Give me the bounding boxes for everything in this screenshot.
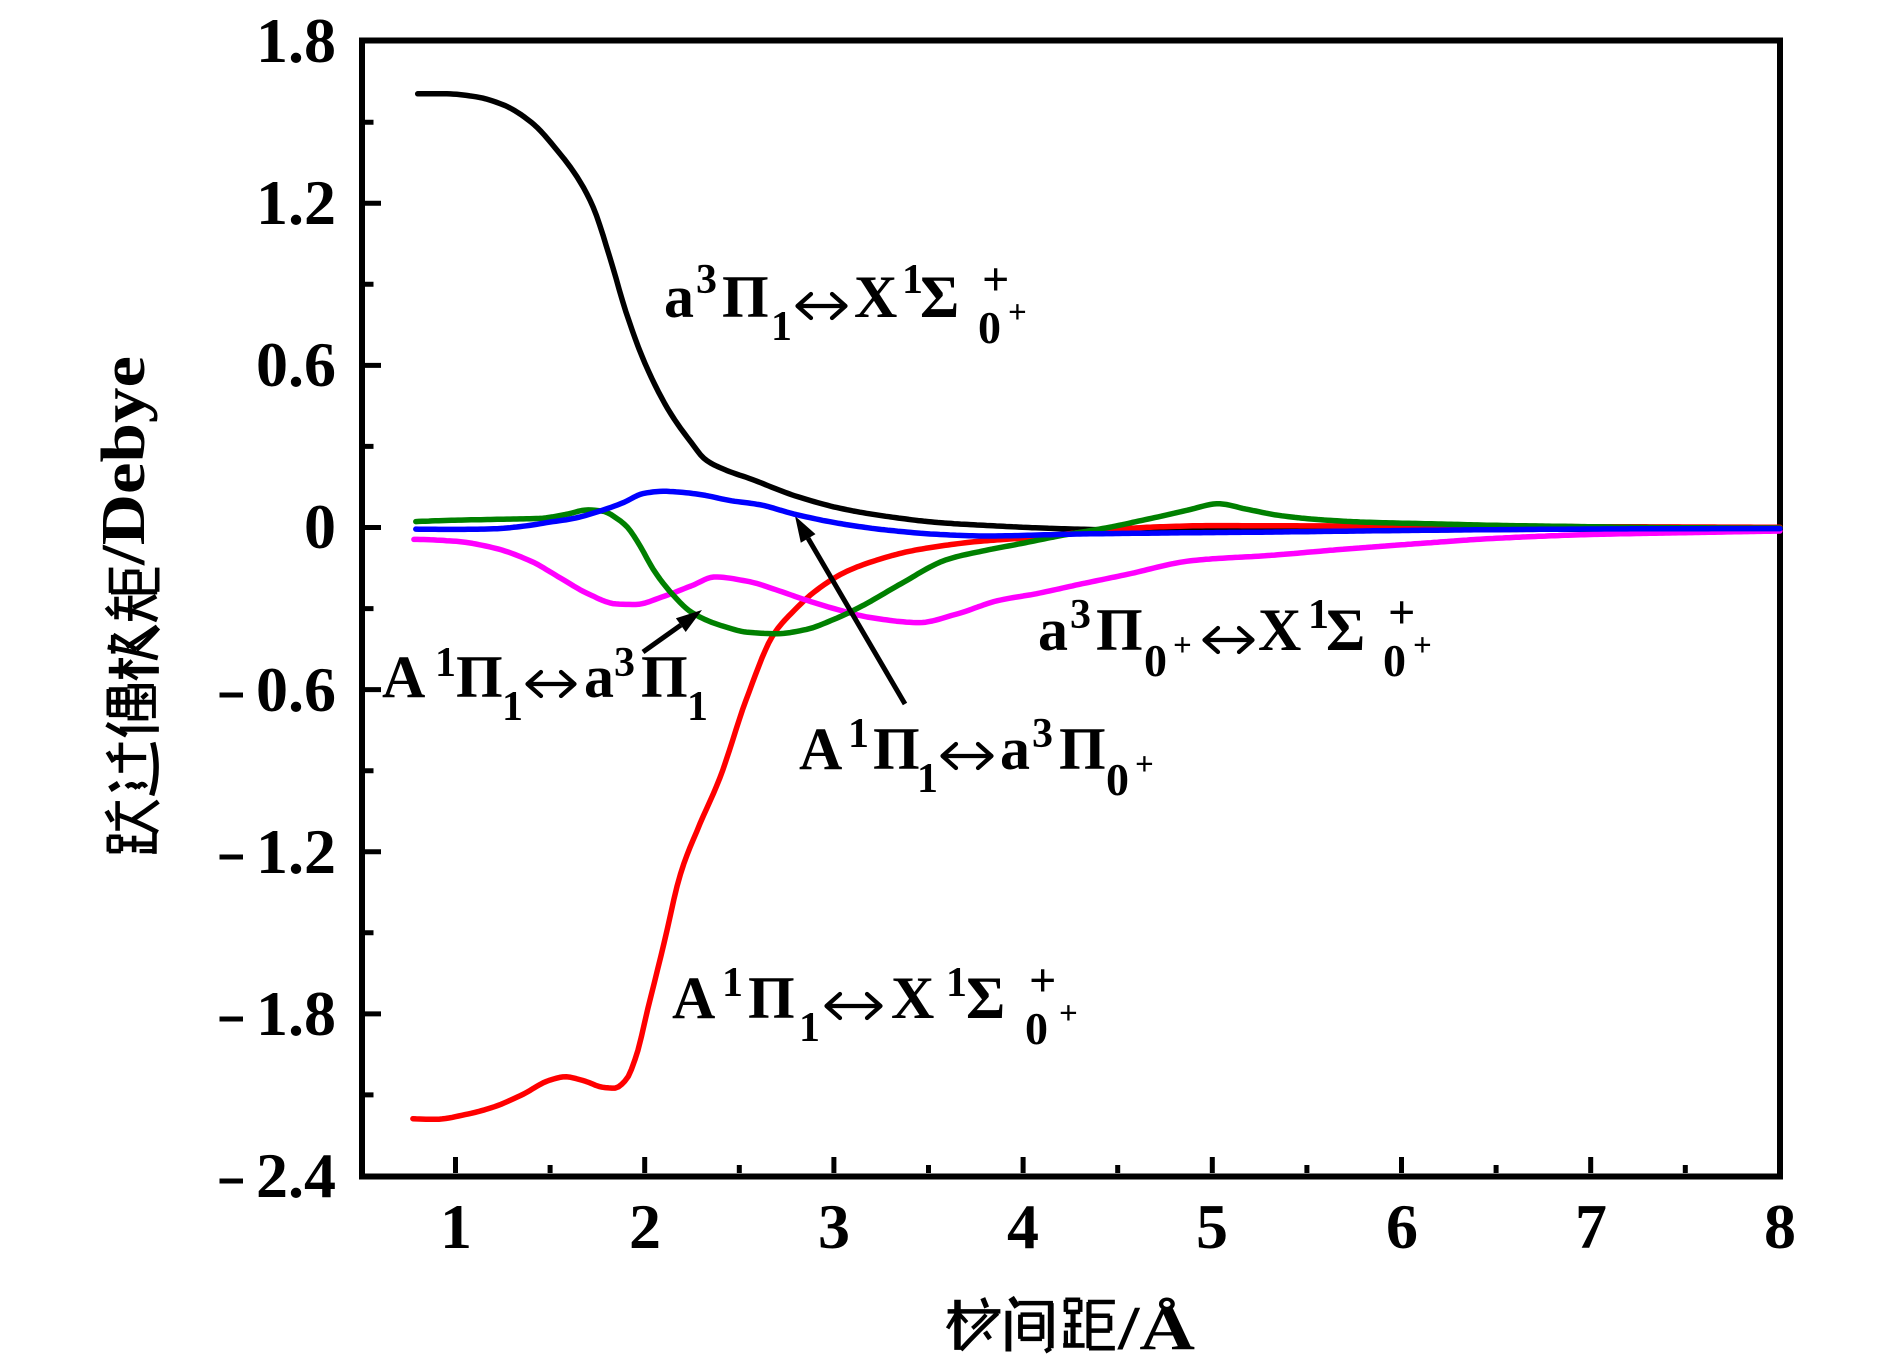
svg-text:0.6: 0.6 bbox=[256, 329, 336, 400]
svg-text:+: + bbox=[1135, 747, 1154, 783]
svg-text:1.2: 1.2 bbox=[256, 816, 336, 887]
svg-text:Σ: Σ bbox=[920, 264, 959, 330]
svg-text:Π: Π bbox=[1059, 716, 1106, 782]
svg-text:0: 0 bbox=[1144, 635, 1167, 686]
svg-text:Π: Π bbox=[456, 644, 503, 710]
svg-text:a: a bbox=[584, 644, 614, 710]
svg-text:Π: Π bbox=[641, 644, 688, 710]
svg-text:0: 0 bbox=[304, 491, 336, 562]
svg-text:0: 0 bbox=[978, 302, 1001, 353]
svg-text:a: a bbox=[1000, 716, 1030, 782]
svg-text:0: 0 bbox=[1383, 635, 1406, 686]
svg-text:+: + bbox=[1413, 628, 1432, 664]
svg-text:0: 0 bbox=[1025, 1003, 1048, 1054]
svg-text:3: 3 bbox=[1070, 592, 1091, 638]
svg-text:X: X bbox=[891, 965, 934, 1031]
svg-text:1: 1 bbox=[917, 756, 938, 802]
svg-text:+: + bbox=[1029, 954, 1056, 1007]
svg-text:0.6: 0.6 bbox=[256, 654, 336, 725]
svg-text:3: 3 bbox=[818, 1191, 850, 1262]
svg-text:1: 1 bbox=[946, 960, 967, 1006]
svg-text:A: A bbox=[672, 965, 715, 1031]
svg-text:3: 3 bbox=[1032, 711, 1053, 757]
svg-text:5: 5 bbox=[1196, 1191, 1228, 1262]
svg-text:1.8: 1.8 bbox=[256, 5, 336, 76]
svg-text:Π: Π bbox=[873, 716, 920, 782]
svg-text:Π: Π bbox=[748, 965, 795, 1031]
svg-text:3: 3 bbox=[614, 640, 635, 686]
svg-text:a: a bbox=[1038, 597, 1068, 663]
svg-text:3: 3 bbox=[696, 257, 717, 303]
svg-text:2: 2 bbox=[629, 1191, 661, 1262]
svg-text:1: 1 bbox=[902, 257, 923, 303]
svg-text:1: 1 bbox=[502, 684, 523, 730]
svg-text:1: 1 bbox=[799, 1005, 820, 1051]
svg-text:1: 1 bbox=[440, 1191, 472, 1262]
svg-text:1: 1 bbox=[848, 711, 869, 757]
svg-text:4: 4 bbox=[1007, 1191, 1039, 1262]
svg-text:1: 1 bbox=[771, 304, 792, 350]
svg-text:/Debye: /Debye bbox=[90, 356, 158, 566]
svg-text:1.8: 1.8 bbox=[256, 978, 336, 1049]
svg-text:1.2: 1.2 bbox=[256, 167, 336, 238]
svg-text:1: 1 bbox=[687, 684, 708, 730]
svg-text:A: A bbox=[799, 716, 842, 782]
svg-text:Π: Π bbox=[1096, 597, 1143, 663]
svg-text:8: 8 bbox=[1764, 1191, 1796, 1262]
svg-text:1: 1 bbox=[435, 640, 456, 686]
svg-text:7: 7 bbox=[1575, 1191, 1607, 1262]
svg-text:/Å: /Å bbox=[1117, 1295, 1196, 1363]
svg-text:Σ: Σ bbox=[966, 965, 1005, 1031]
svg-text:a: a bbox=[664, 264, 694, 330]
svg-text:A: A bbox=[382, 644, 425, 710]
svg-text:X: X bbox=[1258, 597, 1301, 663]
svg-text:1: 1 bbox=[1308, 592, 1329, 638]
svg-text:+: + bbox=[1173, 628, 1192, 664]
svg-text:X: X bbox=[854, 264, 897, 330]
svg-text:+: + bbox=[982, 253, 1009, 306]
svg-text:Σ: Σ bbox=[1326, 597, 1365, 663]
svg-text:6: 6 bbox=[1386, 1191, 1418, 1262]
svg-text:2.4: 2.4 bbox=[256, 1140, 336, 1211]
svg-text:1: 1 bbox=[722, 960, 743, 1006]
svg-text:+: + bbox=[1388, 586, 1415, 639]
svg-text:+: + bbox=[1008, 295, 1027, 331]
svg-text:Π: Π bbox=[722, 264, 769, 330]
svg-text:+: + bbox=[1059, 996, 1078, 1032]
svg-text:0: 0 bbox=[1106, 754, 1129, 805]
